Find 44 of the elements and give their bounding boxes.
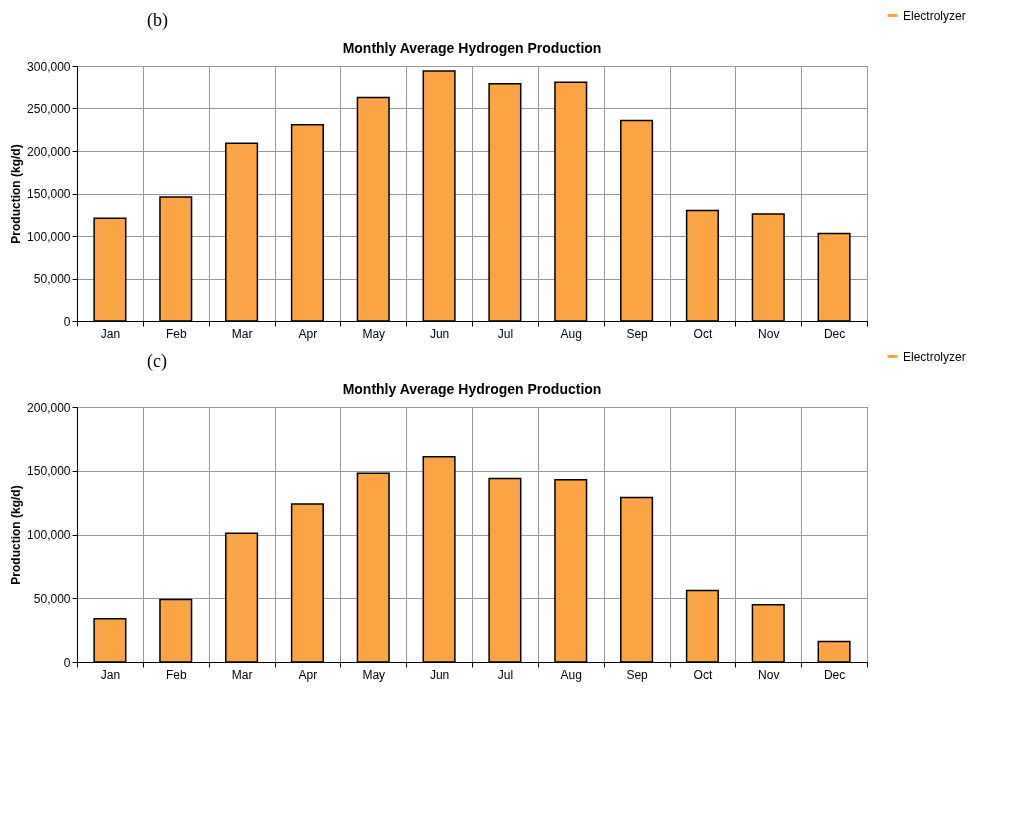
x-tick-label: Mar xyxy=(231,667,253,682)
legend-label: Electrolyzer xyxy=(903,8,966,23)
legend-label: Electrolyzer xyxy=(903,349,966,364)
y-tick-label: 150,000 xyxy=(27,464,71,479)
y-tick-label: 50,000 xyxy=(33,591,71,606)
y-tick-label: 300,000 xyxy=(27,59,71,74)
x-tick-label: Feb xyxy=(165,326,187,341)
y-tick-label: 250,000 xyxy=(27,102,71,116)
x-tick-label: Aug xyxy=(560,667,582,682)
x-tick-label: May xyxy=(362,326,386,341)
x-tick-label: May xyxy=(362,667,386,682)
x-tick-label: Jun xyxy=(429,326,450,341)
x-tick-label: Jun xyxy=(429,667,450,682)
x-tick-label: Feb xyxy=(165,667,187,682)
y-tick-label: 50,000 xyxy=(33,272,71,286)
y-tick-label: 150,000 xyxy=(27,187,71,201)
chart-title: Monthly Average Hydrogen Production xyxy=(342,40,602,56)
x-tick-label: Apr xyxy=(298,326,318,341)
x-tick-label: Mar xyxy=(231,326,253,341)
chart-title: Monthly Average Hydrogen Production xyxy=(342,381,602,397)
y-tick-label: 0 xyxy=(63,655,71,670)
x-tick-label: Nov xyxy=(758,326,780,341)
y-axis-title: Production (kg/d) xyxy=(9,144,24,244)
x-tick-label: Aug xyxy=(560,326,582,341)
x-tick-label: Apr xyxy=(298,667,318,682)
x-tick-label: Sep xyxy=(626,326,649,341)
y-tick-label: 200,000 xyxy=(27,400,71,415)
x-tick-label: Oct xyxy=(693,326,713,341)
x-tick-label: Sep xyxy=(626,667,649,682)
y-tick-label: 0 xyxy=(63,314,71,329)
x-tick-label: Jul xyxy=(497,326,514,341)
y-tick-label: 100,000 xyxy=(27,229,71,244)
x-tick-label: Jan xyxy=(100,667,121,682)
y-axis-title: Production (kg/d) xyxy=(9,485,24,585)
x-tick-label: Dec xyxy=(823,326,846,341)
x-tick-label: Nov xyxy=(758,667,780,682)
y-tick-label: 200,000 xyxy=(27,144,71,159)
y-tick-label: 100,000 xyxy=(27,528,71,542)
text: (c) xyxy=(147,351,167,372)
x-tick-label: Dec xyxy=(823,667,846,682)
text: (b) xyxy=(147,10,168,31)
x-tick-label: Jan xyxy=(100,326,121,341)
x-tick-label: Jul xyxy=(497,667,514,682)
x-tick-label: Oct xyxy=(693,667,713,682)
